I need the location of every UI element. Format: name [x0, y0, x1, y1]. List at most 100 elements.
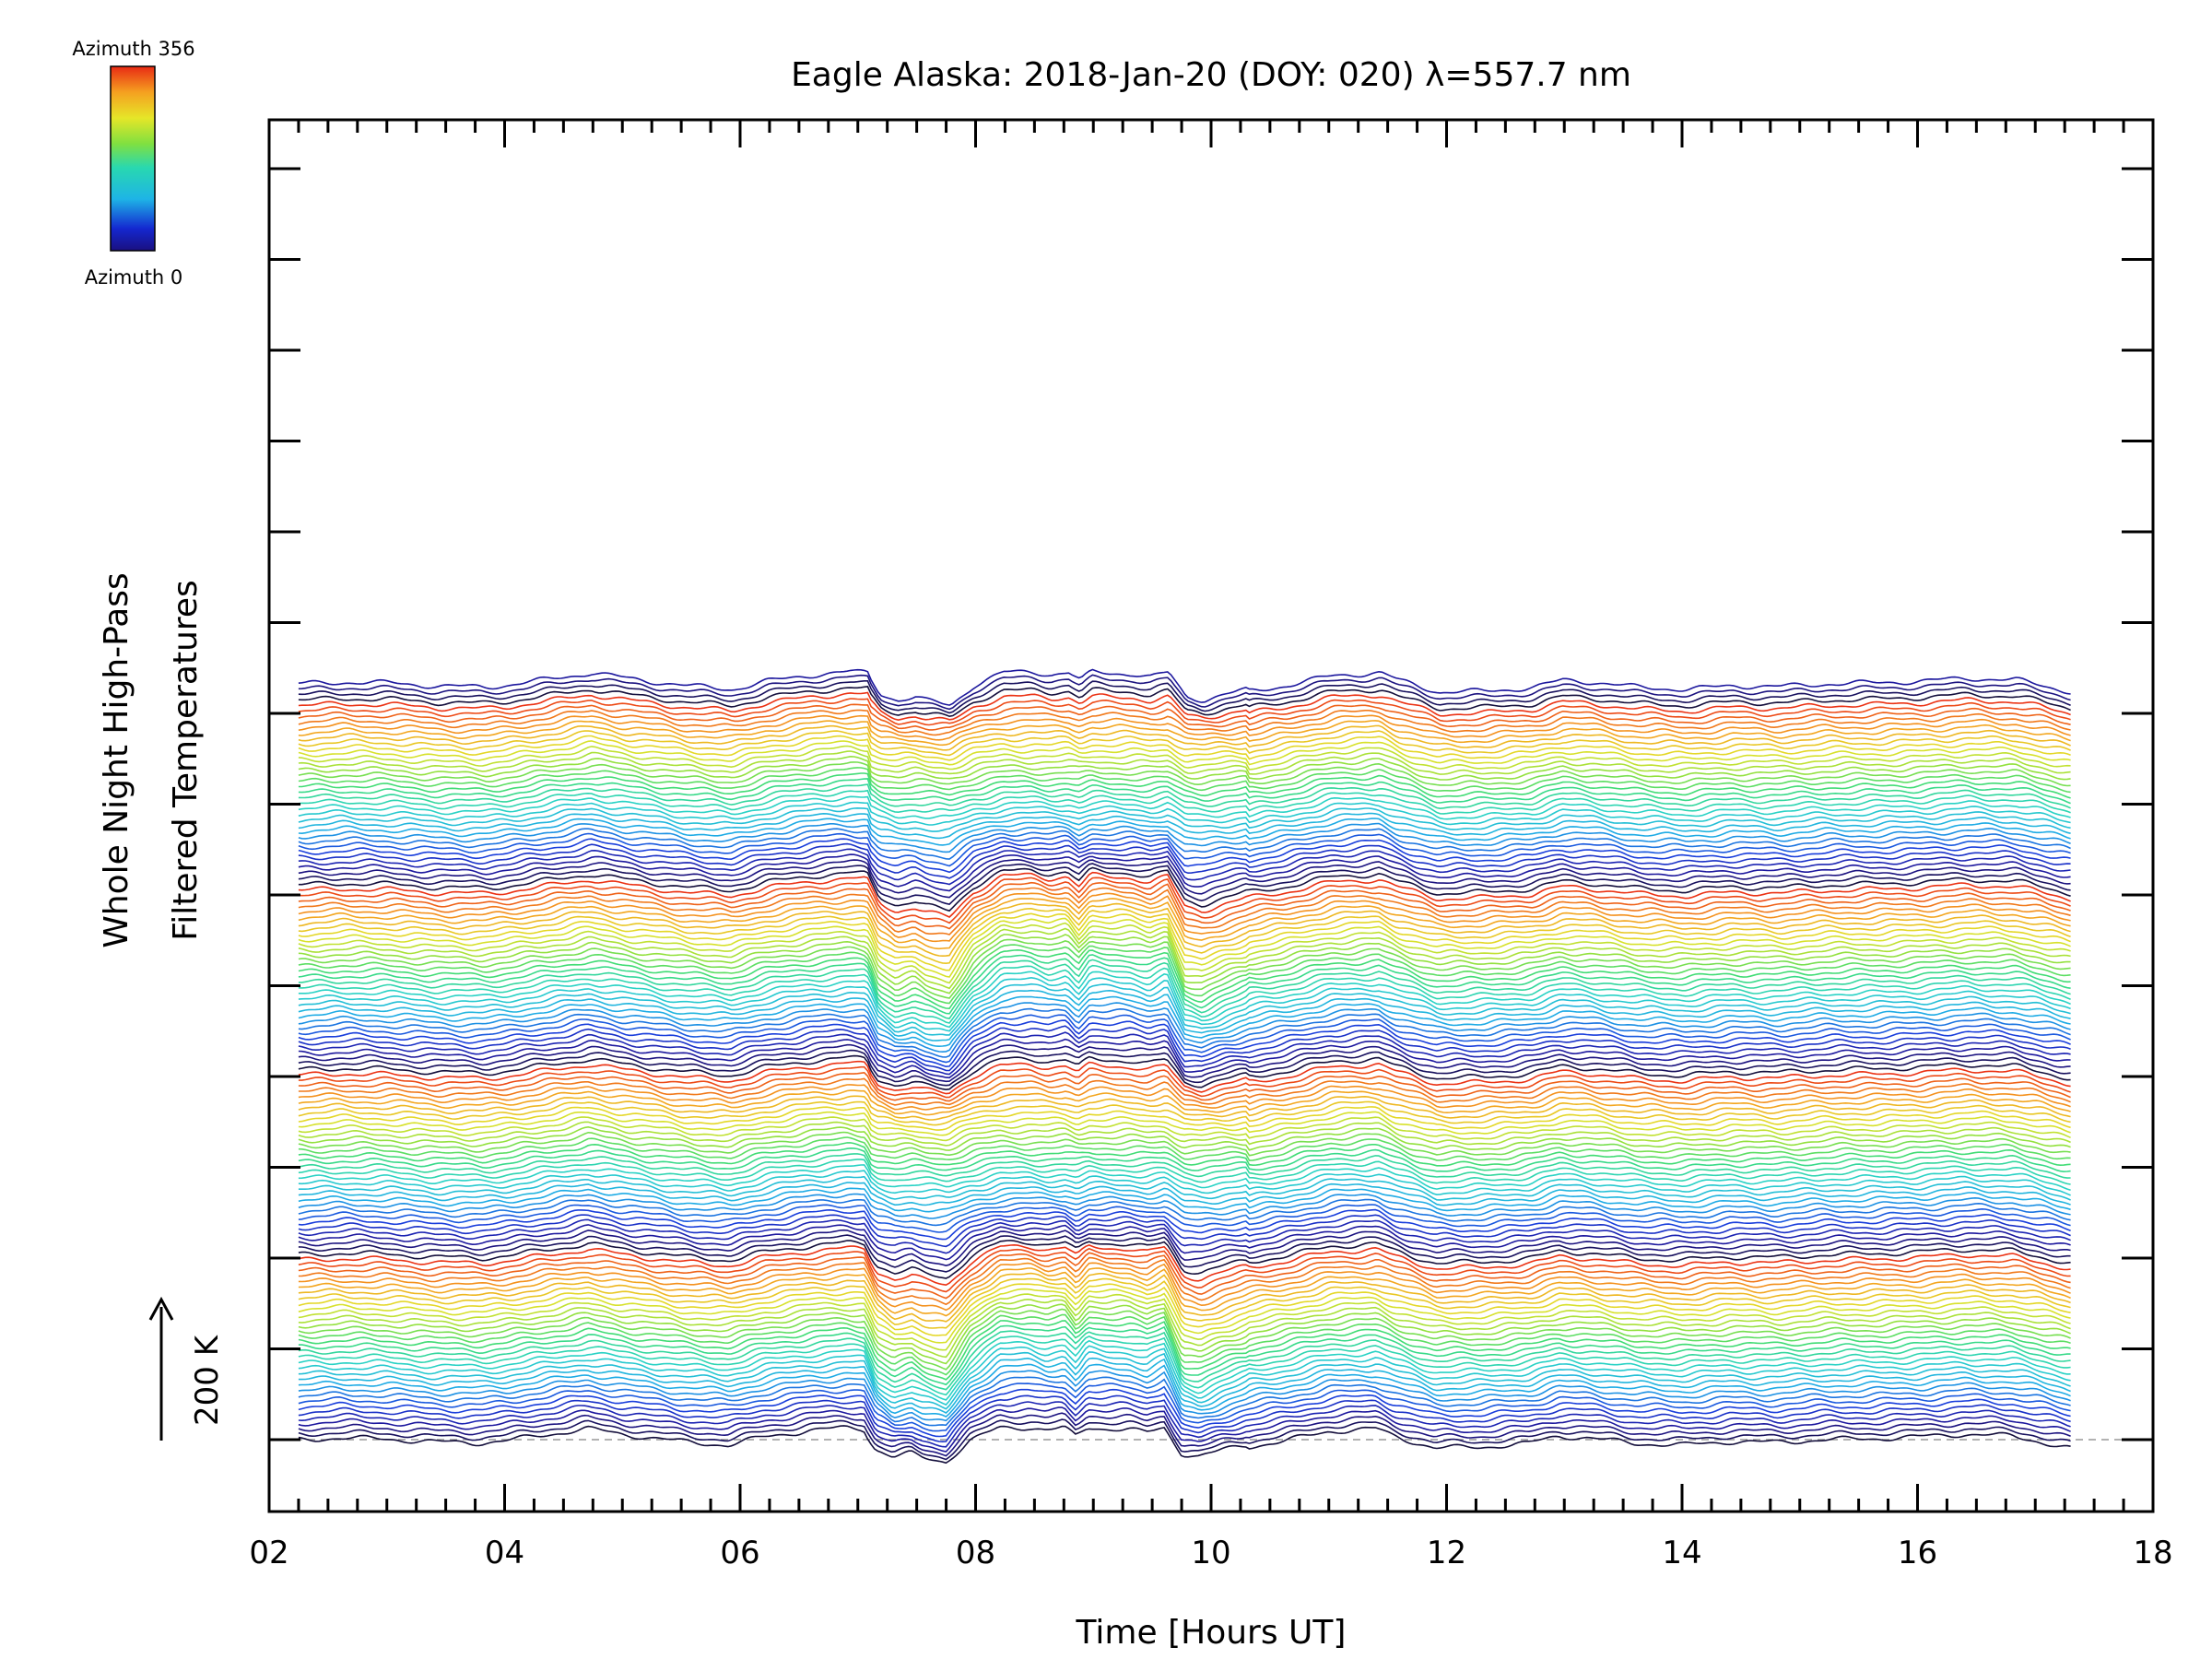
series-line — [298, 1303, 2071, 1365]
series-line — [298, 714, 2071, 741]
series-line — [298, 1335, 2071, 1396]
series-line — [298, 1288, 2071, 1344]
series-line — [298, 853, 2071, 892]
series-line — [298, 1198, 2071, 1227]
series-line — [298, 1125, 2071, 1151]
series-line — [298, 1394, 2071, 1443]
series-line — [298, 1164, 2071, 1192]
series-line — [298, 892, 2071, 943]
series-line — [298, 863, 2071, 905]
series-line — [298, 907, 2071, 965]
series-line — [298, 1038, 2071, 1079]
series-line — [298, 1007, 2071, 1058]
series-line — [298, 1345, 2071, 1406]
x-tick-label: 14 — [1662, 1535, 1701, 1571]
series-line — [298, 934, 2071, 994]
series-line — [298, 917, 2071, 978]
series-line — [298, 1256, 2071, 1306]
series-line — [298, 812, 2071, 840]
series-line — [298, 1357, 2071, 1414]
series-line — [298, 828, 2071, 860]
series-line — [298, 789, 2071, 815]
series-line — [298, 898, 2071, 950]
series-line — [298, 976, 2071, 1032]
series-line — [298, 1095, 2071, 1121]
series-line — [298, 964, 2071, 1024]
x-tick-label: 10 — [1191, 1535, 1230, 1571]
series-line — [298, 1077, 2071, 1106]
series-line — [298, 767, 2071, 794]
series-line — [298, 938, 2071, 999]
series-line — [298, 902, 2071, 958]
series-line — [298, 1425, 2071, 1465]
x-tick-label: 08 — [956, 1535, 995, 1571]
series-line — [298, 1170, 2071, 1196]
series-line — [298, 801, 2071, 826]
series-line — [298, 1330, 2071, 1391]
series-line — [298, 1406, 2071, 1453]
series-line — [298, 1298, 2071, 1359]
series-line — [298, 818, 2071, 846]
series-group — [269, 668, 2153, 1465]
series-line — [298, 1100, 2071, 1126]
series-line — [298, 887, 2071, 935]
series-line — [298, 1272, 2071, 1323]
series-line — [298, 745, 2071, 771]
series-line — [298, 995, 2071, 1048]
series-line — [298, 848, 2071, 886]
series-line — [298, 720, 2071, 747]
series-line — [298, 1043, 2071, 1083]
series-line — [298, 668, 2071, 706]
series-line — [298, 1147, 2071, 1173]
series-line — [298, 730, 2071, 757]
series-line — [298, 1252, 2071, 1300]
series-line — [298, 1025, 2071, 1072]
series-line — [298, 1131, 2071, 1157]
series-line — [298, 1313, 2071, 1376]
series-line — [298, 1187, 2071, 1213]
series-line — [298, 1136, 2071, 1161]
series-line — [298, 1418, 2071, 1461]
chart-title: Eagle Alaska: 2018-Jan-20 (DOY: 020) λ=5… — [791, 56, 1631, 94]
scale-bar-arrowhead — [148, 1296, 174, 1321]
series-line — [298, 1308, 2071, 1371]
series-line — [298, 724, 2071, 751]
series-line — [298, 954, 2071, 1015]
series-line — [298, 1277, 2071, 1329]
series-line — [298, 703, 2071, 731]
series-line — [298, 1019, 2071, 1068]
series-line — [298, 1243, 2071, 1287]
series-line — [298, 1293, 2071, 1351]
series-line — [298, 1229, 2071, 1267]
x-tick-label: 02 — [249, 1535, 288, 1571]
series-line — [298, 822, 2071, 853]
series-line — [298, 1247, 2071, 1293]
series-line — [298, 1370, 2071, 1422]
series-line — [298, 1111, 2071, 1136]
series-line — [298, 750, 2071, 775]
series-line — [298, 1084, 2071, 1111]
series-line — [298, 1339, 2071, 1401]
x-tick-label: 16 — [1898, 1535, 1937, 1571]
series-line — [298, 755, 2071, 781]
colorbar-top-label: Azimuth 356 — [72, 38, 194, 60]
series-line — [298, 971, 2071, 1029]
series-line — [298, 1267, 2071, 1317]
y-axis-label-line-1: Whole Night High-Pass — [98, 572, 135, 948]
x-axis-label: Time [Hours UT] — [1076, 1614, 1347, 1652]
series-line — [298, 842, 2071, 879]
series-line — [298, 927, 2071, 990]
series-line — [298, 1363, 2071, 1418]
series-line — [298, 1121, 2071, 1147]
series-line — [298, 1376, 2071, 1427]
series-line — [298, 1049, 2071, 1087]
x-tick-label: 12 — [1427, 1535, 1466, 1571]
series-line — [298, 989, 2071, 1041]
series-line — [298, 709, 2071, 736]
series-line — [298, 838, 2071, 874]
series-line — [298, 686, 2071, 718]
series-line — [298, 1401, 2071, 1448]
series-line — [298, 1324, 2071, 1386]
series-line — [298, 982, 2071, 1036]
